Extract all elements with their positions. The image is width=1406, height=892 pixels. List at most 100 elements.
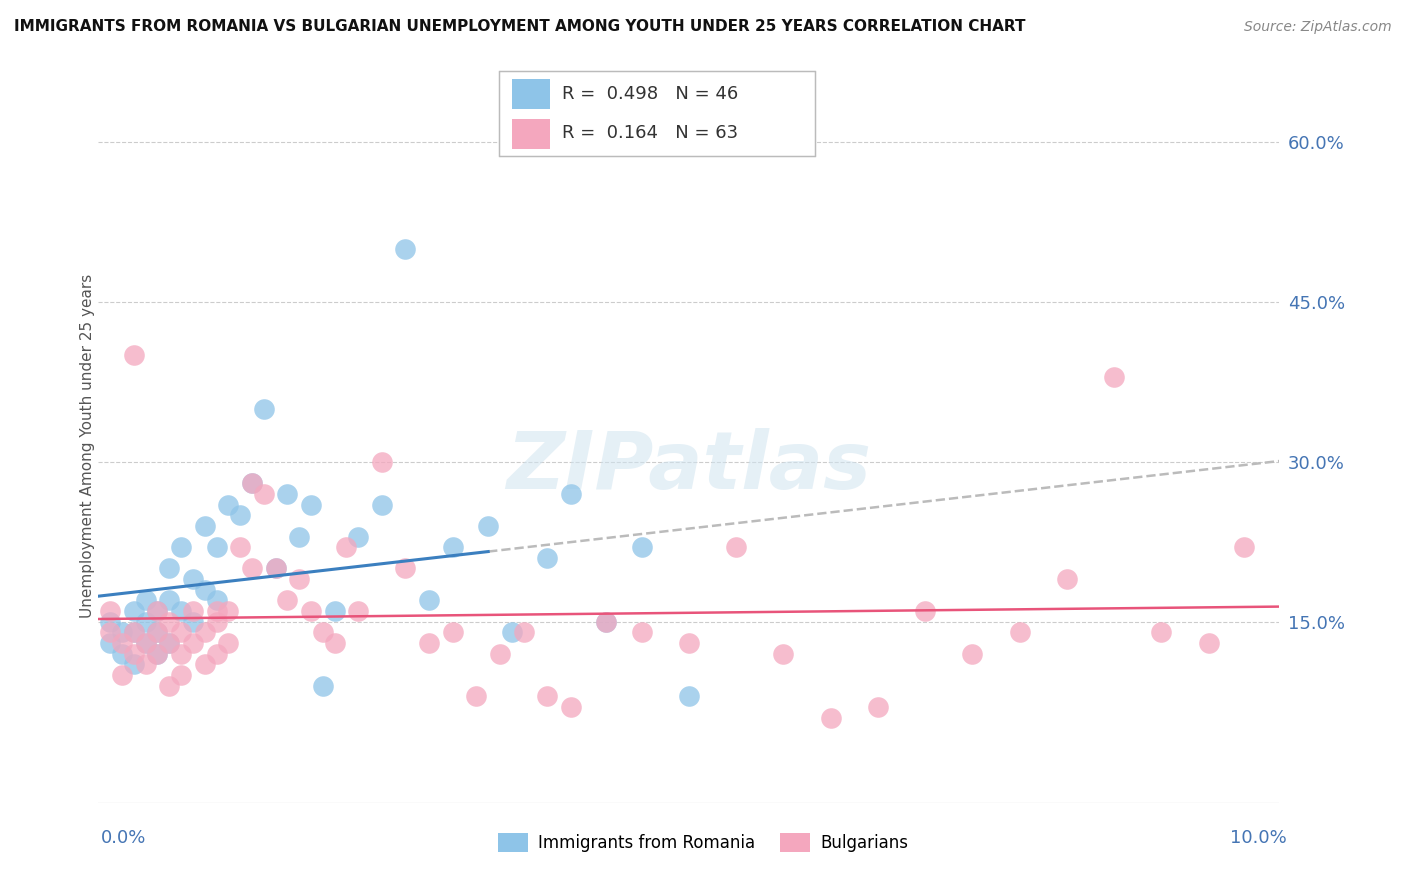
Point	[441, 625, 464, 640]
Point	[194, 519, 217, 533]
Point	[1102, 369, 1125, 384]
Point	[240, 476, 263, 491]
Point	[205, 647, 228, 661]
Point	[170, 668, 193, 682]
Point	[157, 615, 180, 629]
Point	[772, 647, 794, 661]
Point	[240, 476, 263, 491]
Point	[312, 625, 335, 640]
Text: 0.0%: 0.0%	[101, 829, 146, 847]
Point	[98, 615, 121, 629]
Point	[181, 572, 204, 586]
Point	[1056, 572, 1078, 586]
Point	[276, 593, 298, 607]
Point	[157, 593, 180, 607]
Point	[122, 625, 145, 640]
Legend: Immigrants from Romania, Bulgarians: Immigrants from Romania, Bulgarians	[491, 826, 915, 859]
Point	[217, 636, 239, 650]
Point	[135, 593, 157, 607]
Point	[1198, 636, 1220, 650]
Text: 10.0%: 10.0%	[1230, 829, 1286, 847]
Point	[111, 647, 134, 661]
Point	[441, 540, 464, 554]
Point	[122, 657, 145, 672]
Y-axis label: Unemployment Among Youth under 25 years: Unemployment Among Youth under 25 years	[80, 274, 94, 618]
Point	[276, 487, 298, 501]
Point	[394, 242, 416, 256]
Point	[217, 604, 239, 618]
Point	[111, 636, 134, 650]
Point	[181, 604, 204, 618]
Point	[347, 604, 370, 618]
Point	[394, 561, 416, 575]
Point	[512, 625, 534, 640]
Point	[135, 657, 157, 672]
Point	[866, 700, 889, 714]
Point	[170, 625, 193, 640]
Point	[678, 636, 700, 650]
Point	[122, 604, 145, 618]
Point	[181, 636, 204, 650]
Point	[477, 519, 499, 533]
Point	[418, 593, 440, 607]
Point	[194, 657, 217, 672]
Text: R =  0.164   N = 63: R = 0.164 N = 63	[562, 124, 738, 142]
Point	[122, 647, 145, 661]
Point	[205, 540, 228, 554]
Point	[122, 349, 145, 363]
Point	[217, 498, 239, 512]
Point	[253, 401, 276, 416]
Point	[194, 625, 217, 640]
Point	[205, 604, 228, 618]
Point	[264, 561, 287, 575]
Point	[146, 625, 169, 640]
Point	[98, 625, 121, 640]
Point	[170, 540, 193, 554]
Point	[914, 604, 936, 618]
Point	[170, 647, 193, 661]
Point	[418, 636, 440, 650]
Point	[560, 487, 582, 501]
Point	[371, 498, 394, 512]
Point	[205, 593, 228, 607]
Point	[1233, 540, 1256, 554]
Point	[253, 487, 276, 501]
Point	[157, 561, 180, 575]
Point	[335, 540, 357, 554]
Point	[299, 604, 322, 618]
Point	[146, 604, 169, 618]
Text: Source: ZipAtlas.com: Source: ZipAtlas.com	[1244, 21, 1392, 34]
Point	[98, 636, 121, 650]
Point	[465, 690, 488, 704]
Point	[157, 636, 180, 650]
Point	[725, 540, 748, 554]
Point	[135, 636, 157, 650]
Point	[157, 636, 180, 650]
Text: IMMIGRANTS FROM ROMANIA VS BULGARIAN UNEMPLOYMENT AMONG YOUTH UNDER 25 YEARS COR: IMMIGRANTS FROM ROMANIA VS BULGARIAN UNE…	[14, 20, 1025, 34]
Point	[595, 615, 617, 629]
Point	[146, 647, 169, 661]
Point	[111, 668, 134, 682]
Point	[323, 636, 346, 650]
Point	[194, 582, 217, 597]
Text: ZIPatlas: ZIPatlas	[506, 428, 872, 507]
Text: R =  0.498   N = 46: R = 0.498 N = 46	[562, 86, 738, 103]
Point	[489, 647, 512, 661]
Point	[229, 540, 252, 554]
Point	[630, 625, 652, 640]
Point	[678, 690, 700, 704]
Point	[170, 604, 193, 618]
Point	[595, 615, 617, 629]
Point	[135, 615, 157, 629]
Point	[323, 604, 346, 618]
Point	[229, 508, 252, 523]
Point	[181, 615, 204, 629]
Point	[122, 625, 145, 640]
Point	[536, 550, 558, 565]
Point	[962, 647, 984, 661]
Point	[288, 529, 311, 543]
Point	[1008, 625, 1031, 640]
Point	[111, 625, 134, 640]
Point	[146, 647, 169, 661]
Point	[347, 529, 370, 543]
